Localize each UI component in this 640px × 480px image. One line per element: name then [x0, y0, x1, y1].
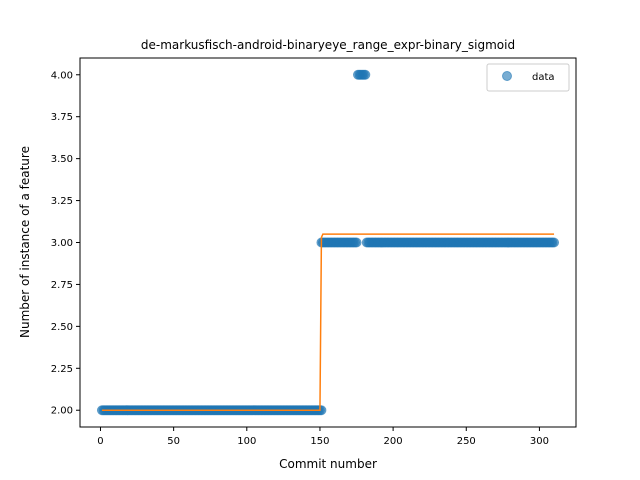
- plot-area: [96, 69, 560, 416]
- legend-box: [486, 63, 570, 92]
- y-axis: 2.00 2.25 2.50 2.75 3.00 3.25 3.50 3.75 4.00: [51, 70, 80, 417]
- data-point: [360, 69, 371, 80]
- y-tick-label: 3.75: [51, 112, 73, 123]
- x-tick-label: 100: [237, 436, 256, 447]
- x-tick-label: 250: [457, 436, 476, 447]
- legend-marker-data: [502, 71, 512, 81]
- x-tick-label: 0: [97, 436, 103, 447]
- y-tick-label: 3.50: [51, 154, 73, 165]
- x-tick-label: 150: [310, 436, 329, 447]
- y-axis-label: Number of instance of a feature: [18, 146, 32, 338]
- x-axis-label: Commit number: [279, 457, 377, 471]
- x-axis: 0 50 100 150 200 250 300: [97, 427, 549, 447]
- chart-title: de-markusfisch-android-binaryeye_range_e…: [141, 38, 515, 52]
- legend-label-data: data: [532, 72, 555, 83]
- data-point: [351, 237, 362, 248]
- y-tick-label: 3.00: [51, 238, 73, 249]
- fit-line: [101, 233, 555, 411]
- x-tick-label: 200: [384, 436, 403, 447]
- y-tick-label: 4.00: [51, 70, 73, 81]
- y-tick-label: 2.00: [51, 406, 73, 417]
- y-tick-label: 2.75: [51, 280, 73, 291]
- x-tick-label: 300: [530, 436, 549, 447]
- y-tick-label: 2.50: [51, 322, 73, 333]
- data-point: [549, 237, 560, 248]
- y-tick-label: 2.25: [51, 364, 73, 375]
- legend: data: [486, 63, 570, 92]
- x-tick-label: 50: [167, 436, 180, 447]
- y-tick-label: 3.25: [51, 196, 73, 207]
